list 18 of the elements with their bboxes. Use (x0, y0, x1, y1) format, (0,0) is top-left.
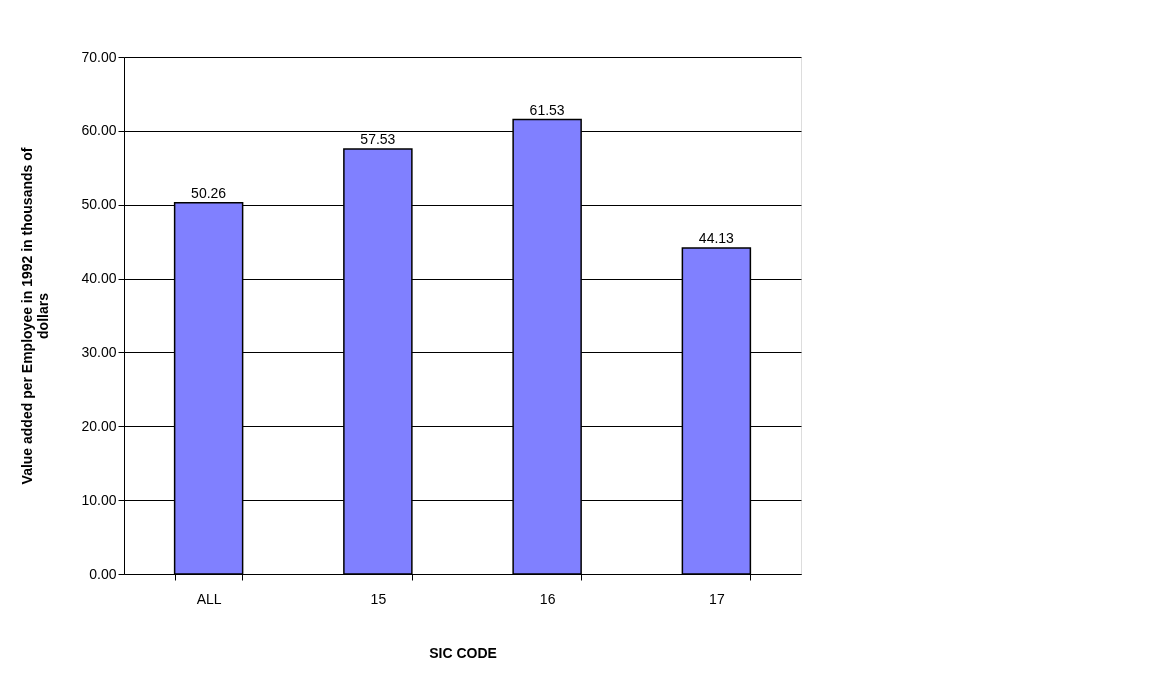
y-tick-label: 50.00 (81, 196, 117, 213)
y-tick-label: 10.00 (81, 491, 117, 508)
x-tick-label: 16 (539, 590, 556, 607)
y-tick-label: 30.00 (81, 343, 117, 360)
y-tick-label: 60.00 (81, 122, 117, 139)
x-axis-title: SIC CODE (429, 644, 497, 661)
y-tick-label: 70.00 (81, 48, 117, 65)
x-tick-label: ALL (196, 590, 222, 607)
y-tick-label: 20.00 (81, 417, 117, 434)
y-tick-label: 0.00 (89, 565, 117, 582)
data-label: 61.53 (529, 101, 565, 118)
data-label: 44.13 (698, 230, 735, 247)
y-axis-title: Value added per Employee in 1992 in thousands of dollars (19, 147, 52, 485)
y-tick-label: 40.00 (81, 270, 117, 287)
x-tick-label: 15 (370, 590, 387, 607)
data-label: 50.26 (191, 184, 227, 201)
data-label: 57.53 (360, 131, 396, 148)
x-tick-label: 17 (709, 590, 725, 607)
